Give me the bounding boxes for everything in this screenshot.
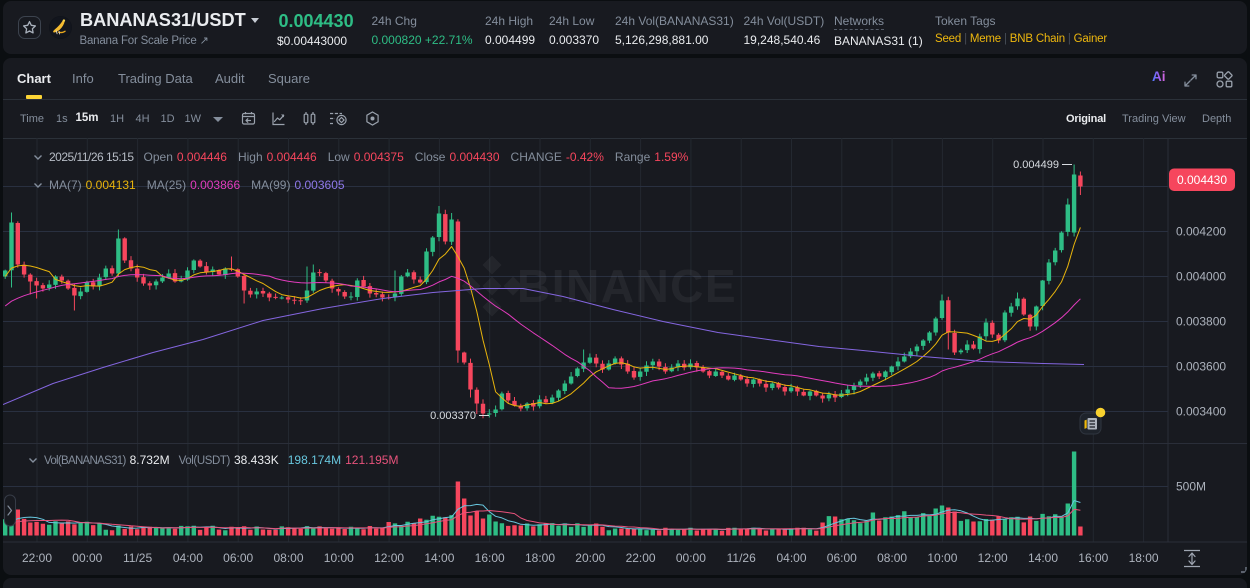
svg-text:11/26: 11/26 [727, 551, 756, 565]
svg-text:22:00: 22:00 [626, 551, 656, 565]
svg-text:16:00: 16:00 [475, 551, 505, 565]
svg-text:12:00: 12:00 [374, 551, 404, 565]
svg-text:0.003370: 0.003370 [430, 410, 476, 422]
svg-text:BINANCE: BINANCE [517, 260, 737, 312]
svg-text:16:00: 16:00 [1078, 551, 1108, 565]
svg-text:0.004000: 0.004000 [1176, 269, 1226, 283]
svg-text:14:00: 14:00 [1028, 551, 1058, 565]
svg-text:10:00: 10:00 [927, 551, 957, 565]
svg-text:22:00: 22:00 [22, 551, 52, 565]
svg-text:04:00: 04:00 [776, 551, 806, 565]
svg-text:06:00: 06:00 [223, 551, 253, 565]
svg-text:0.004430: 0.004430 [1177, 173, 1227, 187]
svg-text:00:00: 00:00 [676, 551, 706, 565]
svg-text:0.004200: 0.004200 [1176, 224, 1226, 238]
svg-text:0.003600: 0.003600 [1176, 359, 1226, 373]
svg-text:10:00: 10:00 [324, 551, 354, 565]
svg-text:08:00: 08:00 [273, 551, 303, 565]
svg-text:0.004499: 0.004499 [1013, 159, 1059, 171]
svg-text:18:00: 18:00 [1129, 551, 1159, 565]
svg-text:04:00: 04:00 [173, 551, 203, 565]
svg-text:00:00: 00:00 [72, 551, 102, 565]
svg-text:0.003400: 0.003400 [1176, 404, 1226, 418]
svg-text:08:00: 08:00 [877, 551, 907, 565]
svg-text:500M: 500M [1176, 479, 1206, 493]
svg-text:06:00: 06:00 [827, 551, 857, 565]
svg-text:18:00: 18:00 [525, 551, 555, 565]
svg-text:20:00: 20:00 [575, 551, 605, 565]
svg-text:14:00: 14:00 [424, 551, 454, 565]
svg-text:0.003800: 0.003800 [1176, 314, 1226, 328]
svg-text:11/25: 11/25 [123, 551, 152, 565]
svg-text:12:00: 12:00 [978, 551, 1008, 565]
